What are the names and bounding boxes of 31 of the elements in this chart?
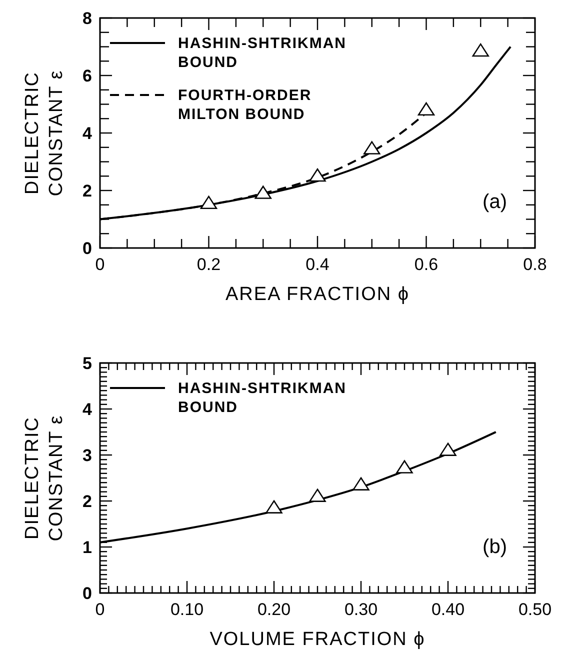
y-tick-label: 2 — [82, 492, 92, 511]
legend-label: FOURTH-ORDER MILTON BOUND — [178, 87, 312, 123]
x-tick-label: 0 — [95, 600, 105, 619]
x-tick-label: 0.2 — [196, 255, 221, 274]
x-tick-label: 0.40 — [431, 600, 465, 619]
x-axis-title: VOLUME FRACTION ϕ — [210, 629, 426, 650]
x-tick-label: 0.6 — [414, 255, 438, 274]
annotation: (b) — [482, 536, 507, 558]
y-tick-label: 1 — [82, 538, 92, 557]
x-axis-title: AREA FRACTION ϕ — [226, 284, 410, 305]
y-tick-label: 2 — [82, 182, 92, 200]
y-tick-label: 3 — [82, 446, 92, 465]
x-tick-label: 0.8 — [523, 255, 547, 274]
y-tick-label: 0 — [82, 239, 92, 258]
x-tick-label: 0.30 — [344, 600, 378, 619]
y-tick-label: 6 — [82, 66, 92, 86]
x-tick-label: 0.10 — [170, 600, 204, 619]
y-tick-label: 8 — [82, 9, 92, 28]
y-tick-label: 4 — [82, 400, 93, 419]
y-tick-label: 5 — [82, 354, 92, 373]
x-tick-label: 0.50 — [518, 600, 552, 619]
x-tick-label: 0.20 — [257, 600, 291, 619]
y-axis-title: DIELECTRIC CONSTANT ε — [22, 70, 67, 196]
y-tick-label: 0 — [82, 584, 92, 603]
legend-label: HASHIN-SHTRIKMAN BOUND — [178, 380, 346, 416]
x-tick-label: 0.4 — [306, 255, 330, 274]
annotation: (a) — [482, 191, 507, 213]
y-axis-title: DIELECTRIC CONSTANT ε — [22, 414, 67, 542]
x-tick-label: 0 — [95, 255, 105, 274]
y-tick-label: 4 — [82, 124, 93, 143]
legend-label: HASHIN-SHTRIKMAN BOUND — [178, 35, 346, 71]
